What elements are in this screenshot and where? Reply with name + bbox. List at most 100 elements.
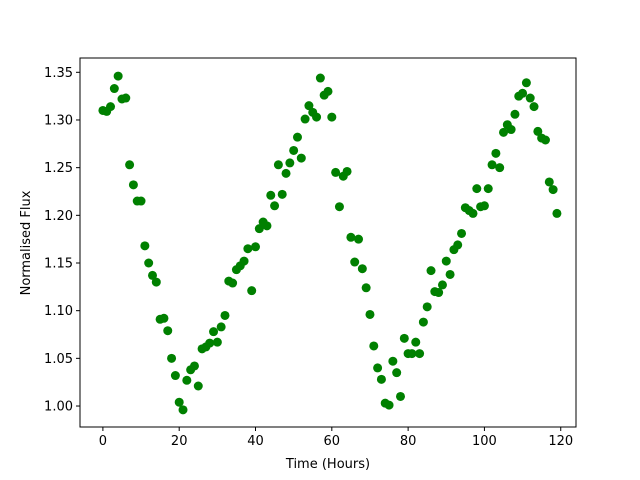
- data-point: [548, 185, 558, 195]
- data-point: [304, 101, 314, 111]
- x-tick-label: 20: [171, 434, 188, 449]
- data-point: [151, 277, 161, 287]
- data-point: [373, 363, 383, 373]
- data-point: [350, 257, 360, 267]
- data-point: [334, 202, 344, 212]
- data-point: [434, 288, 444, 298]
- data-point: [453, 240, 463, 250]
- data-point: [411, 337, 421, 347]
- data-point: [441, 256, 451, 266]
- x-tick-label: 40: [247, 434, 264, 449]
- data-point: [483, 184, 493, 194]
- data-point: [106, 102, 116, 112]
- data-point: [292, 132, 302, 142]
- data-point: [270, 201, 280, 211]
- data-point: [167, 353, 177, 363]
- y-tick-label: 1.35: [44, 66, 73, 81]
- data-point: [254, 224, 264, 234]
- data-point: [277, 189, 287, 199]
- data-point: [354, 234, 364, 244]
- data-point: [136, 196, 146, 206]
- data-point: [479, 201, 489, 211]
- y-tick-label: 1.15: [44, 257, 73, 272]
- data-point: [209, 327, 219, 337]
- data-point: [418, 317, 428, 327]
- data-point: [174, 397, 184, 407]
- data-point: [495, 163, 505, 173]
- data-point: [178, 405, 188, 415]
- data-point: [285, 158, 295, 168]
- data-point: [323, 86, 333, 96]
- data-point: [300, 114, 310, 124]
- data-point: [228, 278, 238, 288]
- data-point: [457, 228, 467, 238]
- data-point: [518, 88, 528, 98]
- data-point: [327, 112, 337, 122]
- data-point: [163, 326, 173, 336]
- data-point: [315, 73, 325, 83]
- data-point: [243, 244, 253, 254]
- x-axis-label: Time (Hours): [285, 457, 370, 472]
- data-point: [147, 270, 157, 280]
- data-point: [125, 160, 135, 170]
- data-point: [540, 135, 550, 145]
- data-point: [182, 375, 192, 385]
- data-point: [113, 71, 123, 81]
- data-point: [445, 269, 455, 279]
- data-point: [205, 338, 215, 348]
- data-point: [422, 302, 432, 312]
- plot-frame: [79, 57, 577, 428]
- data-point: [384, 400, 394, 410]
- y-tick-label: 1.30: [44, 113, 73, 128]
- y-axis-ticks: 1.00 1.05 1.10 1.15 1.20 1.25 1.30 1.35: [44, 66, 80, 415]
- data-point: [247, 286, 257, 296]
- data-point: [281, 168, 291, 178]
- data-point: [468, 208, 478, 218]
- data-point: [388, 356, 398, 366]
- data-point: [392, 368, 402, 378]
- data-point: [365, 309, 375, 319]
- y-tick-label: 1.00: [44, 400, 73, 415]
- data-point: [521, 78, 531, 88]
- data-point: [159, 313, 169, 323]
- data-point: [331, 167, 341, 177]
- data-point: [144, 258, 154, 268]
- data-point: [296, 153, 306, 163]
- data-point: [552, 208, 562, 218]
- data-point: [426, 266, 436, 276]
- data-point: [140, 241, 150, 251]
- data-point: [346, 232, 356, 242]
- data-point: [376, 374, 386, 384]
- data-point: [499, 127, 509, 137]
- data-point: [525, 93, 535, 103]
- data-point: [529, 102, 539, 112]
- data-point: [491, 148, 501, 158]
- y-tick-label: 1.25: [44, 161, 73, 176]
- x-tick-label: 80: [400, 434, 417, 449]
- y-axis-label: Normalised Flux: [19, 190, 34, 295]
- y-tick-label: 1.10: [44, 304, 73, 319]
- data-point: [312, 112, 322, 122]
- data-point: [407, 349, 417, 359]
- data-point: [121, 93, 131, 103]
- data-point: [220, 310, 230, 320]
- data-point: [544, 177, 554, 187]
- x-tick-label: 0: [99, 434, 107, 449]
- x-tick-label: 100: [472, 434, 497, 449]
- data-point: [472, 184, 482, 194]
- data-point: [170, 371, 180, 381]
- y-tick-label: 1.20: [44, 209, 73, 224]
- x-axis-ticks: 0 20 40 60 80 100 120: [99, 427, 573, 449]
- data-point: [357, 264, 367, 274]
- data-point: [399, 333, 409, 343]
- data-point: [437, 280, 447, 290]
- data-point: [212, 337, 222, 347]
- data-point: [251, 242, 261, 252]
- x-tick-label: 120: [548, 434, 573, 449]
- data-point: [239, 256, 249, 266]
- data-point: [109, 84, 119, 94]
- data-point: [189, 361, 199, 371]
- data-points: [98, 71, 562, 415]
